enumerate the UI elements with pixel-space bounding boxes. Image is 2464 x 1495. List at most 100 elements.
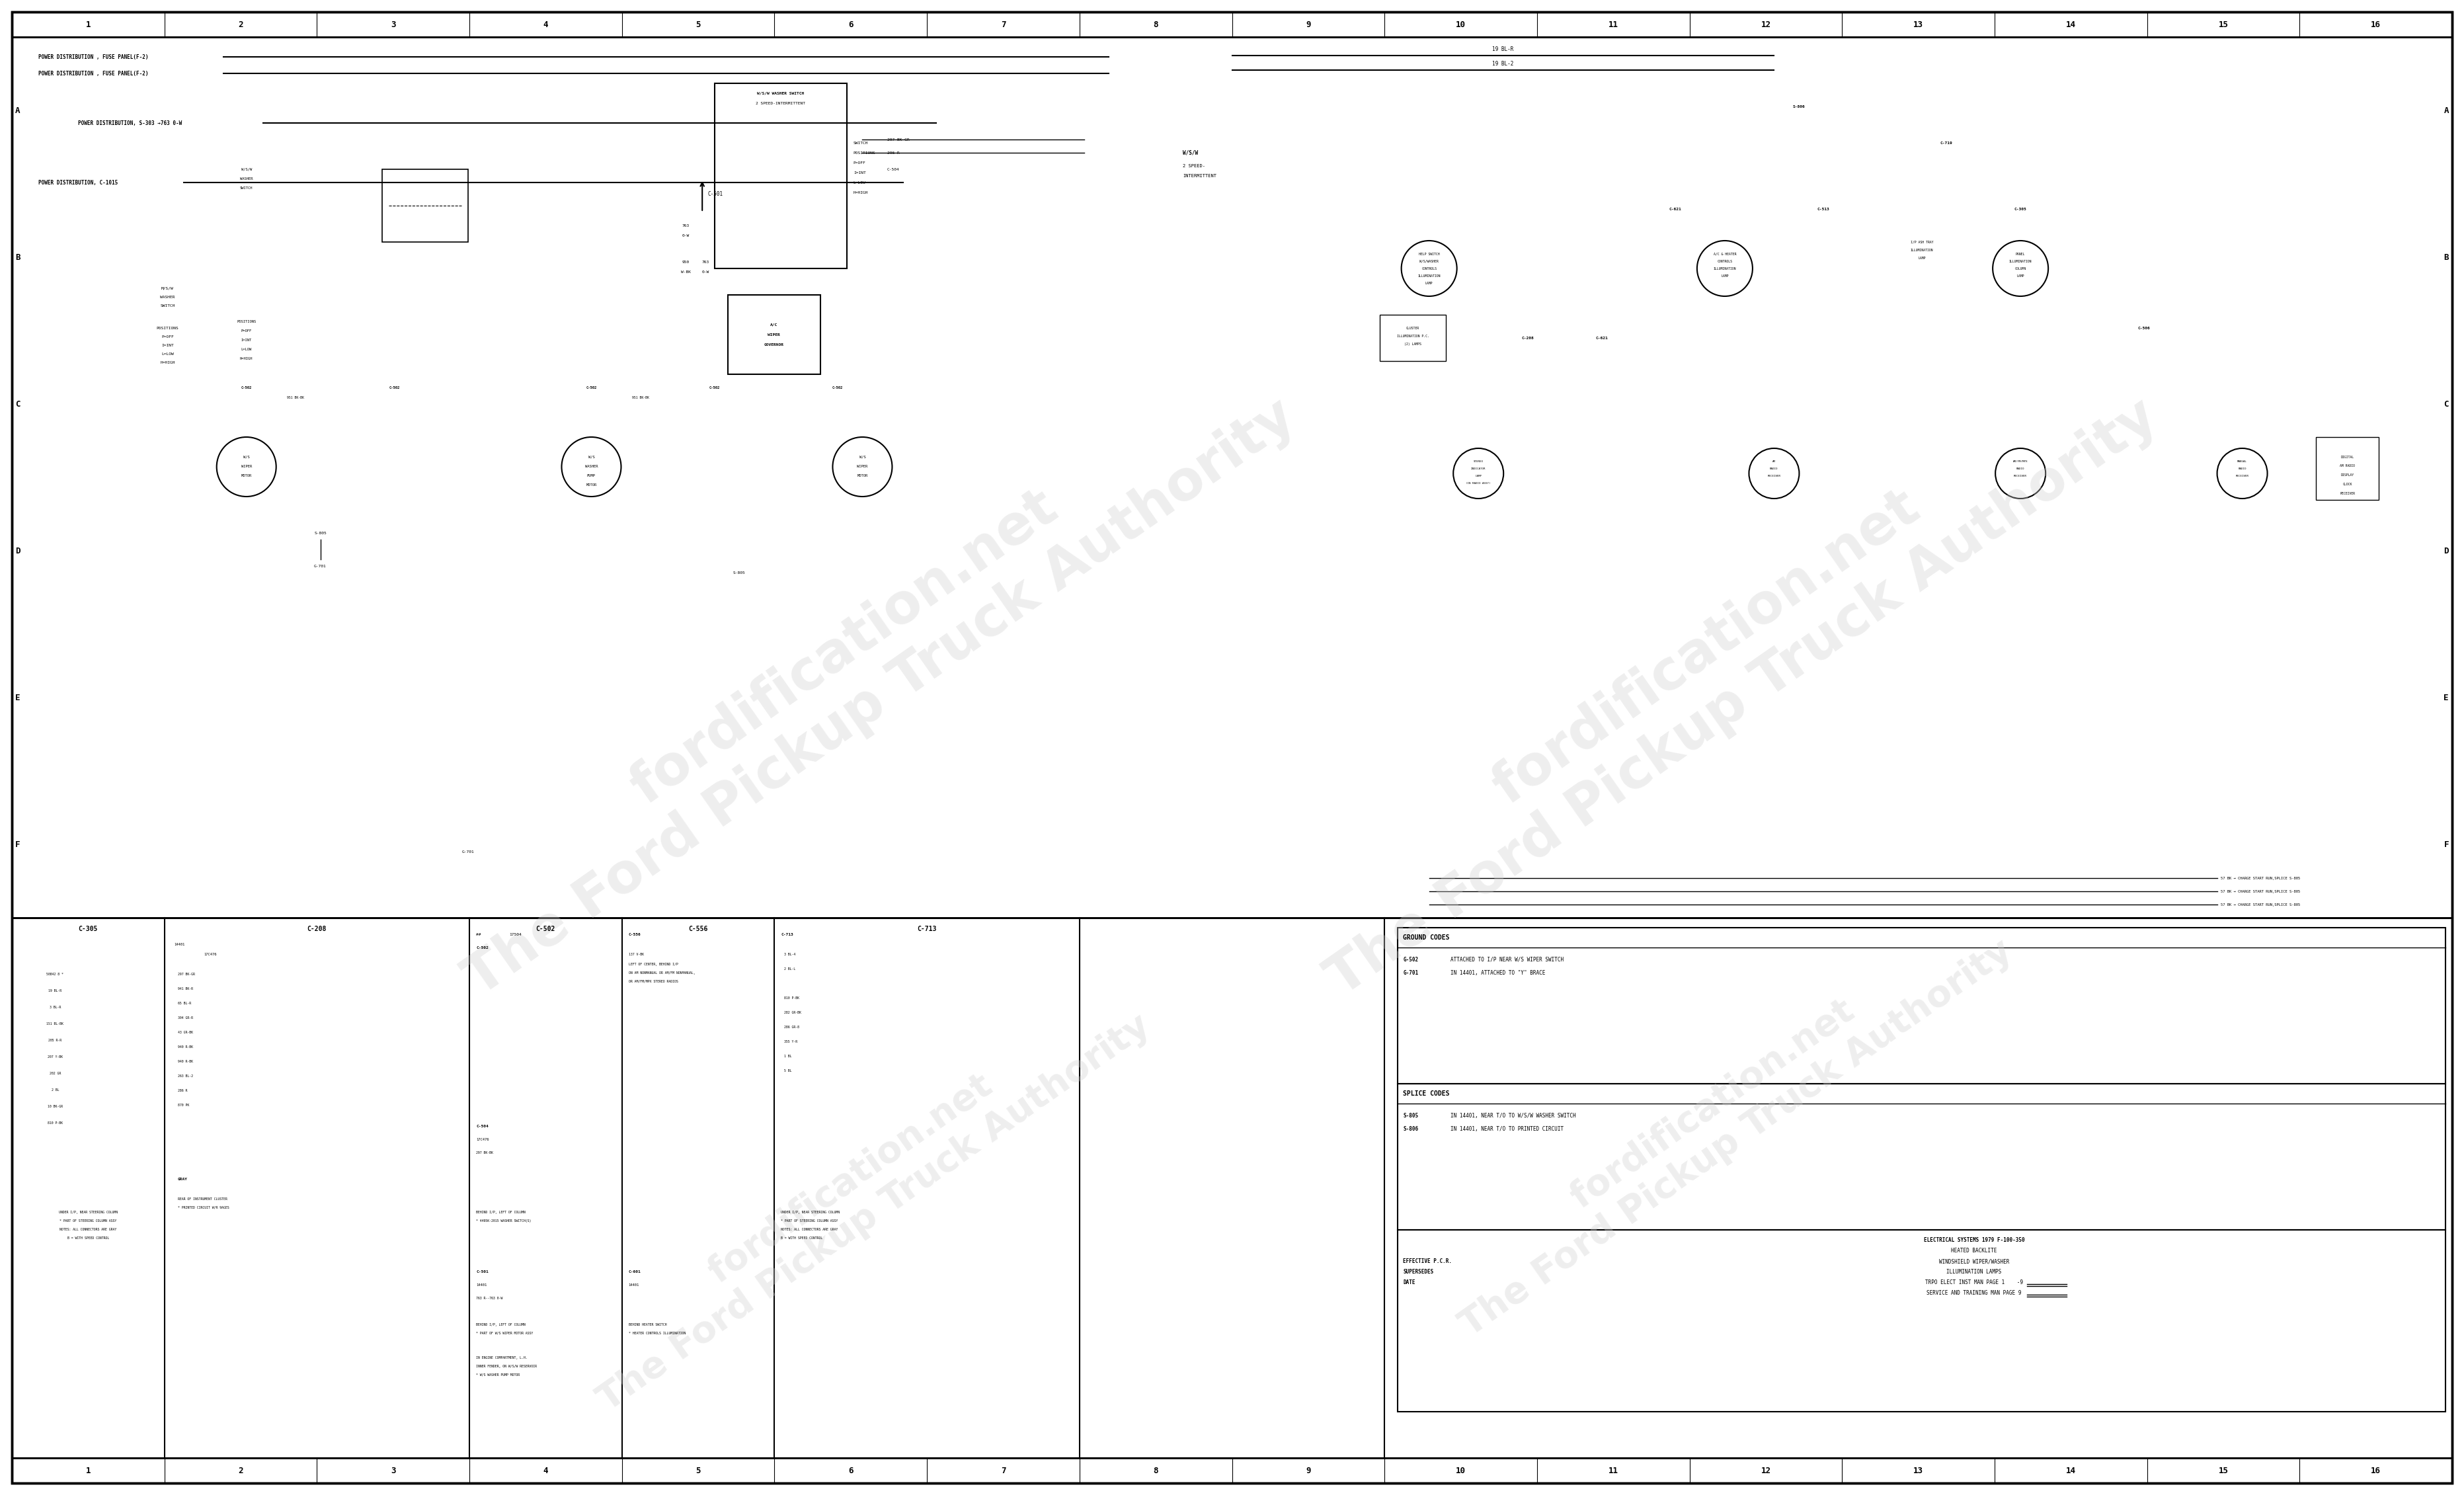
Text: ILLUMINATION: ILLUMINATION — [1712, 266, 1737, 271]
Text: 12: 12 — [1762, 19, 1772, 28]
Text: C-719: C-719 — [1939, 141, 1954, 145]
Text: NOTES: ALL CONNECTORS ARE GRAY: NOTES: ALL CONNECTORS ARE GRAY — [781, 1227, 838, 1230]
Text: OR AM/FM/MPX STEREO RADIOS: OR AM/FM/MPX STEREO RADIOS — [628, 979, 678, 984]
Text: SPLICE CODES: SPLICE CODES — [1402, 1090, 1449, 1097]
Text: SUPERSEDES: SUPERSEDES — [1402, 1269, 1434, 1275]
Text: SWITCH: SWITCH — [853, 141, 867, 145]
Bar — [2316, 437, 2378, 499]
Text: 810 P-BK: 810 P-BK — [784, 996, 801, 1000]
Text: C-506: C-506 — [2136, 326, 2151, 329]
Text: 297 BK-BK: 297 BK-BK — [476, 1151, 493, 1154]
Text: MOTOR: MOTOR — [857, 474, 867, 477]
Text: 17504: 17504 — [510, 933, 522, 936]
Text: 12: 12 — [1762, 1467, 1772, 1476]
Text: 8: 8 — [1153, 19, 1158, 28]
Text: 137 V-BK: 137 V-BK — [628, 952, 643, 955]
Text: WASHER: WASHER — [239, 176, 254, 181]
Text: ELECTRICAL SYSTEMS 1979 F-100-350: ELECTRICAL SYSTEMS 1979 F-100-350 — [1924, 1238, 2025, 1244]
Text: BEHIND HEATER SWITCH: BEHIND HEATER SWITCH — [628, 1323, 668, 1326]
Text: E: E — [15, 694, 20, 703]
Text: A: A — [15, 106, 20, 115]
Text: POWER DISTRIBUTION , FUSE PANEL(F-2): POWER DISTRIBUTION , FUSE PANEL(F-2) — [39, 70, 148, 76]
Text: * PRINTED CIRCUIT W/R 9AGES: * PRINTED CIRCUIT W/R 9AGES — [177, 1206, 229, 1209]
Text: COLUMN: COLUMN — [2016, 266, 2025, 271]
Text: 14401: 14401 — [476, 1283, 488, 1287]
Text: L=LOW: L=LOW — [241, 347, 251, 351]
Text: RADIO: RADIO — [2237, 468, 2247, 469]
Text: F: F — [15, 840, 20, 849]
Text: 870 PK: 870 PK — [177, 1103, 190, 1106]
Text: 940 R-BK: 940 R-BK — [177, 1060, 192, 1063]
Text: B = WITH SPEED CONTROL: B = WITH SPEED CONTROL — [781, 1236, 823, 1239]
Text: AM: AM — [1772, 460, 1777, 463]
Text: 10: 10 — [1456, 1467, 1466, 1476]
Text: E: E — [2444, 694, 2449, 703]
Text: PUMP: PUMP — [586, 474, 596, 477]
Text: M/S/W: M/S/W — [160, 287, 175, 290]
Text: 57 BK → CHARGE START RUN,SPLICE S-805: 57 BK → CHARGE START RUN,SPLICE S-805 — [2220, 903, 2301, 906]
Text: 4: 4 — [542, 19, 547, 28]
Text: REAR OF INSTRUMENT CLUSTER: REAR OF INSTRUMENT CLUSTER — [177, 1197, 227, 1200]
Text: 57 BK → CHARGE START RUN,SPLICE S-805: 57 BK → CHARGE START RUN,SPLICE S-805 — [2220, 876, 2301, 881]
Text: W/S: W/S — [589, 456, 594, 459]
Text: G-701: G-701 — [313, 564, 328, 568]
Text: SWITCH: SWITCH — [160, 303, 175, 306]
Text: C-502: C-502 — [476, 946, 488, 949]
Text: W/S/W: W/S/W — [1183, 150, 1198, 155]
Text: ILLUMINATION: ILLUMINATION — [1910, 248, 1934, 251]
Text: I/P ASH TRAY: I/P ASH TRAY — [1910, 241, 1934, 244]
Text: GOVERNOR: GOVERNOR — [764, 342, 784, 347]
Text: HEATED BACKLITE: HEATED BACKLITE — [1951, 1248, 1996, 1254]
Text: C-621: C-621 — [1594, 336, 1609, 339]
Text: G-502: G-502 — [1402, 957, 1419, 963]
Text: IN 14401, NEAR T/O TO W/S/W WASHER SWITCH: IN 14401, NEAR T/O TO W/S/W WASHER SWITC… — [1451, 1112, 1577, 1118]
Text: 1: 1 — [86, 19, 91, 28]
Text: C-305: C-305 — [2013, 208, 2028, 211]
Text: POWER DISTRIBUTION , FUSE PANEL(F-2): POWER DISTRIBUTION , FUSE PANEL(F-2) — [39, 54, 148, 60]
Text: fordification.net
The Ford Pickup Truck Authority: fordification.net The Ford Pickup Truck … — [1281, 338, 2168, 1008]
Text: I=INT: I=INT — [241, 338, 251, 341]
Text: W/S: W/S — [244, 456, 249, 459]
Text: 9: 9 — [1306, 1467, 1311, 1476]
Text: I=INT: I=INT — [853, 170, 865, 175]
Bar — [1397, 1084, 2444, 1229]
Text: 2: 2 — [239, 19, 244, 28]
Text: 4: 4 — [542, 1467, 547, 1476]
Text: WIPER: WIPER — [241, 465, 251, 468]
Text: 19 BL-R: 19 BL-R — [49, 990, 62, 993]
Text: * 4495K-2015 WASHER SWITCH(S): * 4495K-2015 WASHER SWITCH(S) — [476, 1220, 532, 1223]
Text: 17C476: 17C476 — [205, 952, 217, 955]
Text: fordification.net
The Ford Pickup Truck Authority: fordification.net The Ford Pickup Truck … — [419, 338, 1306, 1008]
Text: 14: 14 — [2065, 1467, 2075, 1476]
Text: 5 BL: 5 BL — [784, 1069, 791, 1072]
Text: G-701: G-701 — [461, 851, 476, 854]
Text: 57 BK → CHARGE START RUN,SPLICE S-805: 57 BK → CHARGE START RUN,SPLICE S-805 — [2220, 890, 2301, 893]
Text: IN ENGINE COMPARTMENT, L.H.: IN ENGINE COMPARTMENT, L.H. — [476, 1356, 527, 1359]
Text: 263 BL-2: 263 BL-2 — [177, 1075, 192, 1078]
Text: H=HIGH: H=HIGH — [853, 191, 867, 194]
Text: (2) LAMPS: (2) LAMPS — [1404, 342, 1422, 345]
Text: I=INT: I=INT — [160, 344, 175, 347]
Text: C-513: C-513 — [1816, 208, 1831, 211]
Text: UNDER I/P, NEAR STEERING COLUMN: UNDER I/P, NEAR STEERING COLUMN — [59, 1211, 118, 1214]
Text: C-556: C-556 — [687, 925, 707, 933]
Text: RADIO: RADIO — [1769, 468, 1779, 469]
Text: WASHER: WASHER — [584, 465, 599, 468]
Text: 151 BL-BK: 151 BL-BK — [47, 1023, 64, 1026]
Text: 15: 15 — [2218, 19, 2227, 28]
Text: 50842 8 *: 50842 8 * — [47, 973, 64, 976]
Text: 9: 9 — [1306, 19, 1311, 28]
Text: C-208: C-208 — [1520, 336, 1535, 339]
Text: S-806: S-806 — [1402, 1126, 1419, 1132]
Text: ILLUMINATION LAMPS: ILLUMINATION LAMPS — [1947, 1269, 2001, 1275]
Text: RECEIVER: RECEIVER — [1767, 475, 1781, 477]
Text: D: D — [2444, 547, 2449, 555]
Text: LAMP: LAMP — [1917, 256, 1927, 260]
Text: 297 BK-GR: 297 BK-GR — [887, 138, 909, 141]
Text: 2 SPEED-INTERMITTENT: 2 SPEED-INTERMITTENT — [756, 102, 806, 105]
Text: GROUND CODES: GROUND CODES — [1402, 934, 1449, 942]
Text: LEFT OF CENTER, BEHIND I/P: LEFT OF CENTER, BEHIND I/P — [628, 963, 678, 966]
Text: EFFECTIVE P.C.R.: EFFECTIVE P.C.R. — [1402, 1259, 1451, 1265]
Text: 5: 5 — [695, 1467, 700, 1476]
Text: 205 R-R: 205 R-R — [49, 1039, 62, 1042]
